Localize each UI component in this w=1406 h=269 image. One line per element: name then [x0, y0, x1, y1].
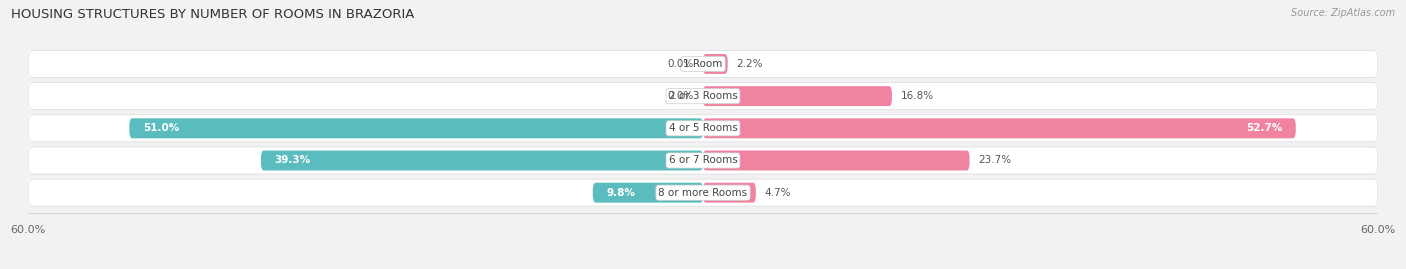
Bar: [28, 115, 1378, 142]
Bar: [28, 179, 1378, 206]
Text: 0.0%: 0.0%: [668, 59, 695, 69]
FancyBboxPatch shape: [28, 51, 1378, 77]
FancyBboxPatch shape: [703, 183, 756, 203]
Bar: [28, 83, 1378, 110]
Text: 23.7%: 23.7%: [979, 155, 1012, 165]
Bar: [28, 147, 1378, 174]
Text: 8 or more Rooms: 8 or more Rooms: [658, 188, 748, 198]
Text: 9.8%: 9.8%: [606, 188, 636, 198]
Text: 52.7%: 52.7%: [1246, 123, 1282, 133]
FancyBboxPatch shape: [703, 118, 1296, 138]
Text: 2.2%: 2.2%: [737, 59, 763, 69]
FancyBboxPatch shape: [28, 115, 1378, 142]
Bar: [28, 51, 1378, 77]
Text: 16.8%: 16.8%: [901, 91, 934, 101]
Text: 39.3%: 39.3%: [274, 155, 311, 165]
FancyBboxPatch shape: [262, 151, 703, 171]
Text: 51.0%: 51.0%: [143, 123, 179, 133]
FancyBboxPatch shape: [129, 118, 703, 138]
FancyBboxPatch shape: [28, 179, 1378, 206]
FancyBboxPatch shape: [703, 151, 970, 171]
Text: 4.7%: 4.7%: [765, 188, 792, 198]
Text: 4 or 5 Rooms: 4 or 5 Rooms: [669, 123, 737, 133]
FancyBboxPatch shape: [28, 83, 1378, 110]
FancyBboxPatch shape: [28, 147, 1378, 174]
Text: 2 or 3 Rooms: 2 or 3 Rooms: [669, 91, 737, 101]
Text: 0.0%: 0.0%: [668, 91, 695, 101]
Text: Source: ZipAtlas.com: Source: ZipAtlas.com: [1291, 8, 1395, 18]
FancyBboxPatch shape: [593, 183, 703, 203]
Text: HOUSING STRUCTURES BY NUMBER OF ROOMS IN BRAZORIA: HOUSING STRUCTURES BY NUMBER OF ROOMS IN…: [11, 8, 415, 21]
FancyBboxPatch shape: [703, 86, 891, 106]
Text: 1 Room: 1 Room: [683, 59, 723, 69]
FancyBboxPatch shape: [703, 54, 728, 74]
Text: 6 or 7 Rooms: 6 or 7 Rooms: [669, 155, 737, 165]
